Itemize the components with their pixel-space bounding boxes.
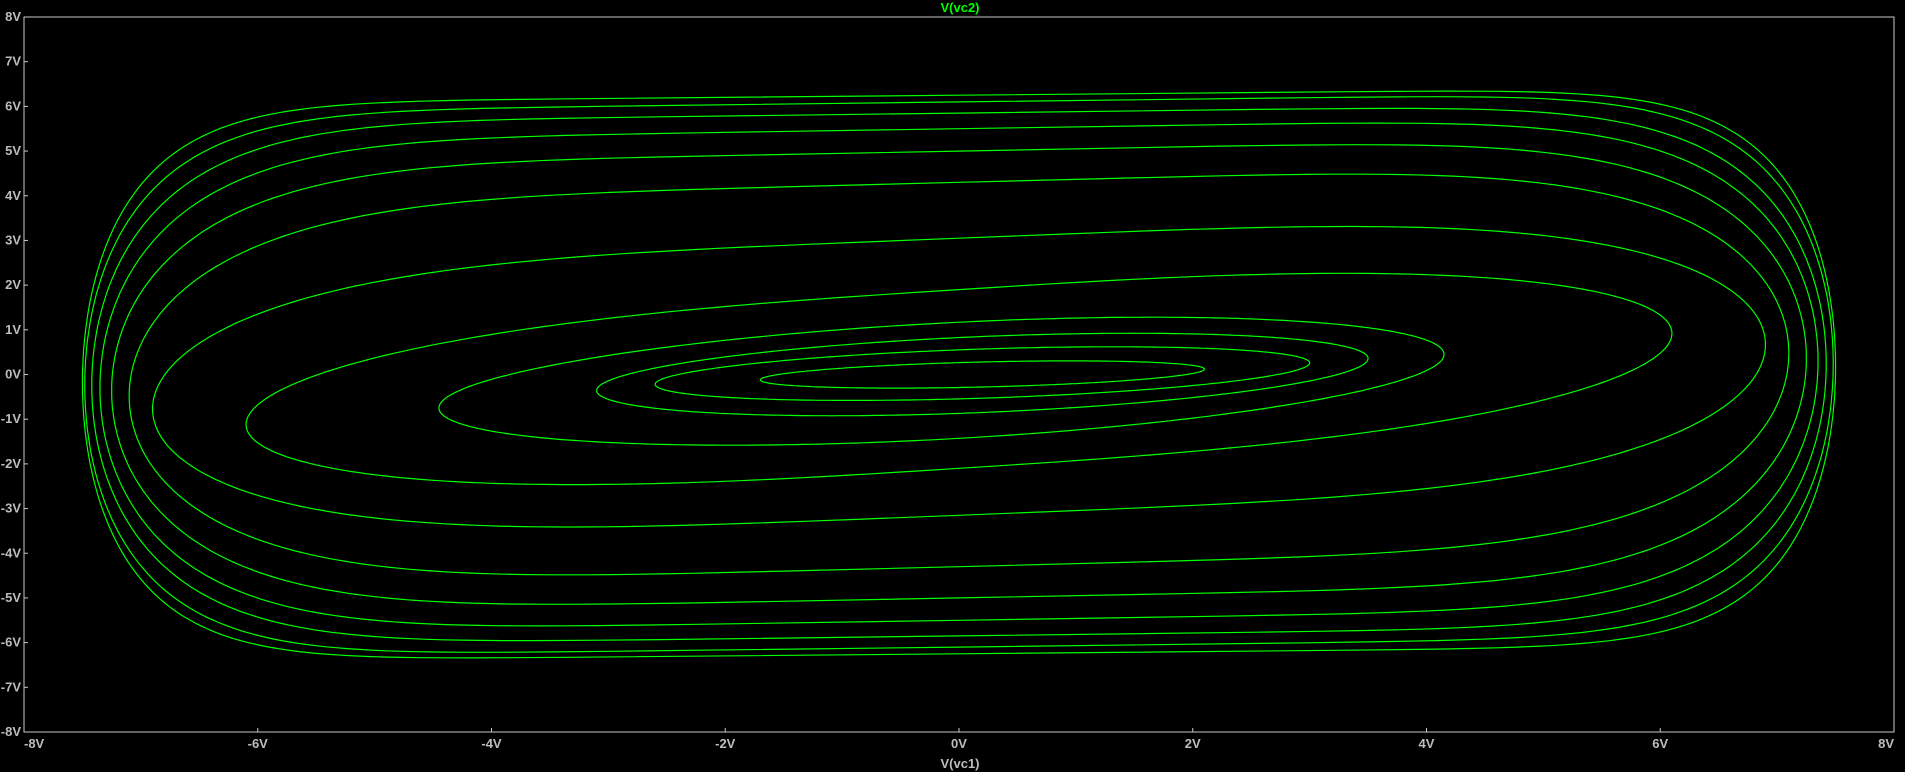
y-tick-label: 8V [5,9,21,24]
trace-loop [654,346,1311,401]
trace-loop [91,107,1827,642]
trace-loop [111,144,1807,605]
trace-loop [81,90,1837,659]
y-tick-label: 2V [5,277,21,292]
trace-loop [99,122,1819,627]
y-tick-label: -4V [1,545,22,560]
x-tick-label: 6V [1652,736,1668,751]
y-tick-label: 0V [5,367,21,382]
x-tick-label: -2V [715,736,736,751]
x-tick-label: -6V [248,736,269,751]
y-tick-label: -1V [1,411,22,426]
trace-loop [759,360,1206,389]
trace-loop [245,272,1673,486]
x-tick-label: 4V [1419,736,1435,751]
x-tick-label: 2V [1185,736,1201,751]
y-tick-label: -8V [1,724,22,739]
chart-title[interactable]: V(vc2) [940,0,979,15]
y-tick-label: -7V [1,679,22,694]
x-tick-label: -8V [24,736,45,751]
trace-loop [128,173,1790,576]
y-tick-label: 5V [5,143,21,158]
y-axis-ticks: 8V 7V 6V 5V 4V 3V 2V 1V 0V -1V -2V -3V -4V -5V -6V -7V -… [1,9,28,739]
trace-loop [152,225,1767,528]
trace-loop [438,316,1445,446]
trace-group [81,90,1837,659]
y-tick-label: 1V [5,322,21,337]
y-tick-label: -2V [1,456,22,471]
trace-loop [84,96,1834,653]
x-tick-label: -4V [481,736,502,751]
y-tick-label: -5V [1,590,22,605]
x-axis-label[interactable]: V(vc1) [940,756,979,771]
y-tick-label: 4V [5,188,21,203]
y-tick-label: 7V [5,54,21,69]
y-tick-label: -3V [1,501,22,516]
y-tick-label: 3V [5,232,21,247]
x-tick-label: 8V [1878,736,1894,751]
x-tick-label: 0V [951,736,967,751]
y-tick-label: -6V [1,635,22,650]
x-axis-ticks: -8V -6V -4V -2V 0V 2V 4V 6V 8V [23,728,1895,751]
trace-loop [596,332,1369,417]
y-tick-label: 6V [5,98,21,113]
